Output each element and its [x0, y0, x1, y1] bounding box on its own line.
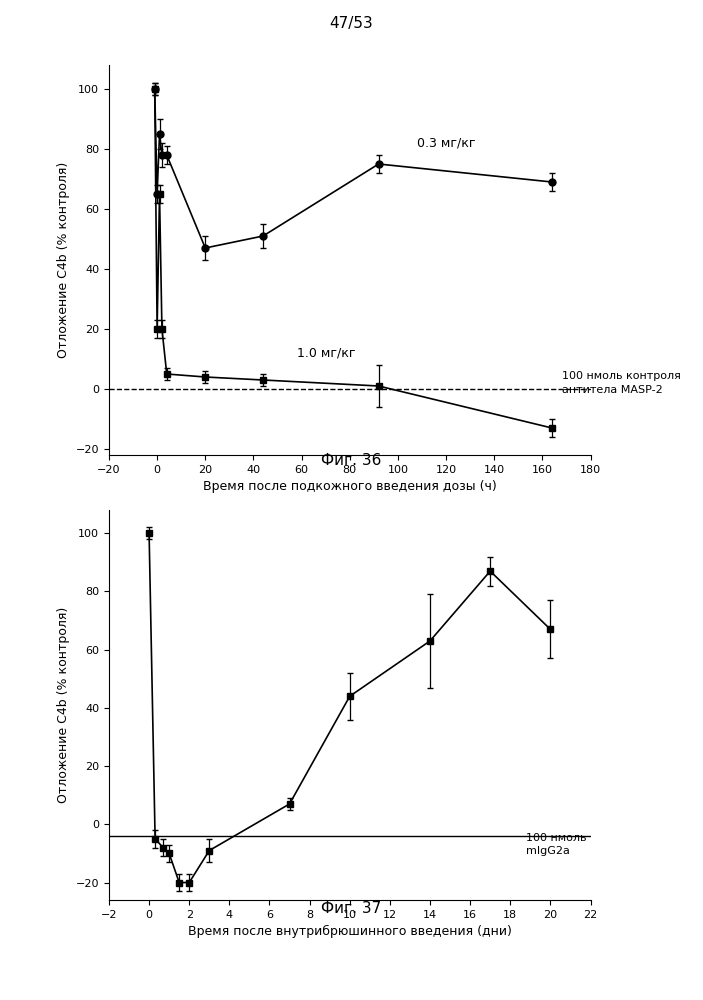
- Text: 0.3 мг/кг: 0.3 мг/кг: [417, 136, 476, 149]
- Text: 1.0 мг/кг: 1.0 мг/кг: [297, 346, 355, 359]
- X-axis label: Время после подкожного введения дозы (ч): Время после подкожного введения дозы (ч): [203, 480, 496, 493]
- Y-axis label: Отложение C4b (% контроля): Отложение C4b (% контроля): [57, 607, 70, 803]
- Y-axis label: Отложение C4b (% контроля): Отложение C4b (% контроля): [57, 162, 70, 358]
- Text: 47/53: 47/53: [330, 16, 373, 31]
- Text: 100 нмоль
mIgG2a: 100 нмоль mIgG2a: [527, 833, 587, 856]
- Text: Фиг. 37: Фиг. 37: [321, 901, 382, 916]
- Text: 100 нмоль контроля
антитела MASP-2: 100 нмоль контроля антитела MASP-2: [562, 371, 681, 395]
- X-axis label: Время после внутрибрюшинного введения (дни): Время после внутрибрюшинного введения (д…: [188, 925, 512, 938]
- Text: Фиг. 36: Фиг. 36: [321, 453, 382, 468]
